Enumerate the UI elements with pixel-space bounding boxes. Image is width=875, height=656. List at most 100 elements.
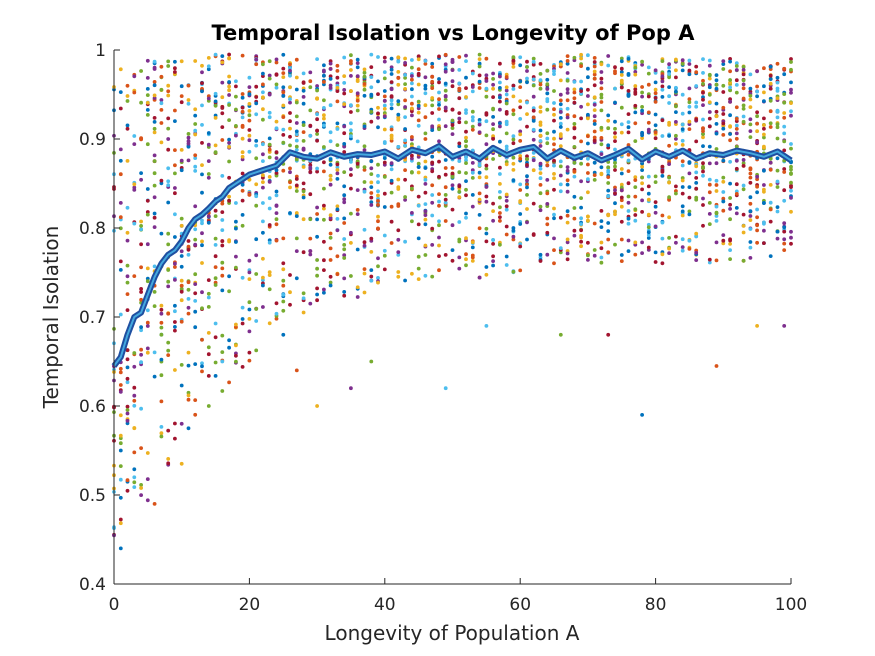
data-point <box>159 98 164 102</box>
data-point <box>118 268 123 272</box>
data-point <box>403 61 407 65</box>
data-point <box>166 64 171 68</box>
data-point <box>267 115 272 120</box>
data-point <box>342 102 347 106</box>
data-point <box>335 127 340 131</box>
data-point <box>376 111 380 116</box>
data-point <box>145 477 150 481</box>
data-point <box>213 265 218 269</box>
data-point <box>139 100 144 105</box>
data-point <box>565 61 570 66</box>
data-point <box>538 133 543 138</box>
data-point <box>227 80 232 84</box>
data-point <box>416 236 421 241</box>
data-point <box>369 278 374 283</box>
data-point <box>626 216 631 221</box>
data-point <box>125 123 130 128</box>
data-point <box>355 74 360 78</box>
data-point <box>626 181 631 186</box>
data-point <box>619 85 624 90</box>
data-point <box>484 239 489 244</box>
data-point <box>626 169 631 174</box>
data-point <box>558 164 563 169</box>
data-point <box>694 170 699 175</box>
data-point <box>186 393 191 398</box>
data-point <box>450 126 455 130</box>
data-point <box>498 190 502 194</box>
data-point <box>599 165 604 170</box>
data-point <box>274 211 279 216</box>
data-point <box>166 200 171 205</box>
data-point <box>206 374 211 378</box>
data-point <box>687 195 692 200</box>
data-point <box>789 109 793 114</box>
data-point <box>274 217 279 222</box>
data-point <box>667 94 671 99</box>
data-point <box>281 115 286 119</box>
data-point <box>186 305 191 310</box>
data-point <box>558 144 563 149</box>
data-point <box>484 94 489 99</box>
data-point <box>572 80 577 84</box>
data-point <box>701 203 705 207</box>
data-point <box>376 256 380 261</box>
data-point <box>342 290 347 294</box>
data-point <box>511 134 516 139</box>
data-point <box>646 82 651 87</box>
data-point <box>349 167 353 172</box>
data-point <box>606 221 611 225</box>
data-point <box>714 73 719 77</box>
data-point <box>193 113 198 118</box>
data-point <box>139 219 144 224</box>
data-point <box>450 248 455 253</box>
data-point <box>660 95 665 99</box>
data-point <box>288 180 292 185</box>
data-point <box>322 160 326 165</box>
data-point <box>640 59 644 64</box>
data-point <box>389 67 394 72</box>
data-point <box>389 204 394 209</box>
data-point <box>145 346 150 351</box>
data-point <box>721 208 726 213</box>
data-point <box>315 298 319 303</box>
data-point <box>565 257 570 262</box>
data-point <box>633 194 638 199</box>
data-point <box>619 105 624 110</box>
data-point <box>748 245 753 250</box>
data-point <box>281 127 286 132</box>
data-point <box>281 261 286 266</box>
data-point <box>701 126 705 130</box>
data-point <box>599 80 604 85</box>
data-point <box>362 189 367 194</box>
data-point <box>606 237 611 242</box>
data-point <box>389 106 394 111</box>
data-point <box>396 228 401 233</box>
data-point <box>586 253 590 258</box>
data-point <box>565 220 570 225</box>
data-point <box>240 53 245 58</box>
data-point <box>491 82 495 87</box>
data-point <box>701 166 705 171</box>
data-point <box>355 79 360 83</box>
data-point <box>159 74 164 79</box>
data-point <box>531 119 536 123</box>
data-point <box>288 100 292 105</box>
data-point <box>504 119 509 124</box>
data-point <box>755 84 759 89</box>
data-point <box>328 177 333 182</box>
data-point <box>633 213 638 217</box>
data-point <box>186 132 191 136</box>
data-point <box>498 195 502 200</box>
data-point <box>186 101 191 106</box>
data-point <box>660 236 665 241</box>
data-point <box>728 257 732 261</box>
data-point <box>552 69 556 74</box>
data-point <box>734 206 739 210</box>
data-point <box>525 178 529 183</box>
data-point <box>741 164 746 168</box>
data-point <box>518 63 523 68</box>
data-point <box>511 137 516 142</box>
data-point <box>680 159 685 164</box>
data-point <box>789 180 793 185</box>
data-point <box>132 182 137 187</box>
